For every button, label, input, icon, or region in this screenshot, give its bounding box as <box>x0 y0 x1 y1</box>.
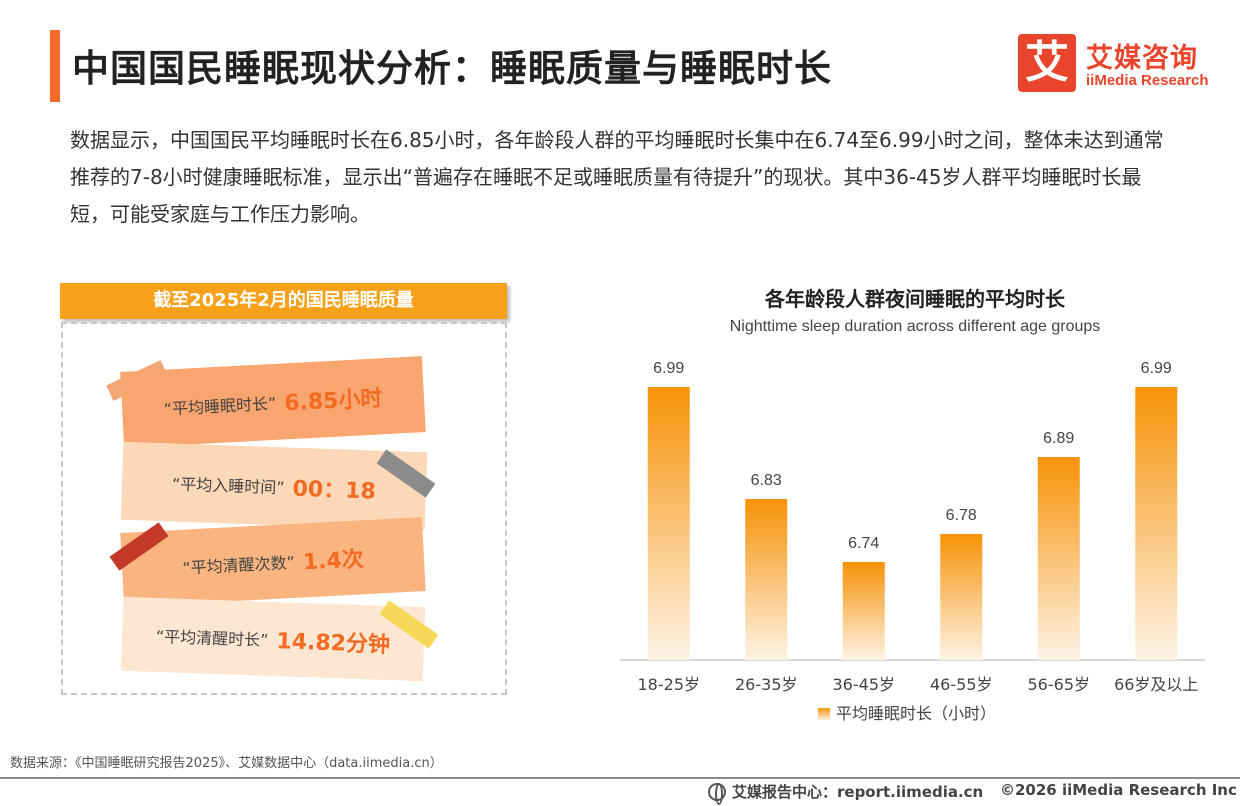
data-label-5: 6.89 <box>1043 430 1074 447</box>
company-logo: 艾 艾媒咨询 iiMedia Research <box>1018 34 1223 94</box>
report-center-text[interactable]: 艾媒报告中心：report.iimedia.cn <box>732 783 984 801</box>
legend-label: 平均睡眠时长（小时） <box>836 704 996 723</box>
logo-cn-text: 艾媒咨询 <box>1086 43 1198 74</box>
chart-title: 各年龄段人群夜间睡眠的平均时长 <box>765 287 1065 311</box>
footer-divider <box>0 777 1240 779</box>
bar-3 <box>842 562 885 660</box>
awake-duration-card: “平均清醒时长” 14.82分钟 <box>120 596 426 682</box>
x-tick-label-3: 36-45岁 <box>833 675 896 694</box>
card-label: “平均入睡时间” <box>171 474 285 498</box>
data-source: 数据来源：《中国睡眠研究报告2025》、艾媒数据中心（data.iimedia.… <box>10 756 443 771</box>
logo-en-text: iiMedia Research <box>1086 72 1209 89</box>
data-label-1: 6.99 <box>653 360 684 377</box>
page-title: 中国国民睡眠现状分析：睡眠质量与睡眠时长 <box>72 47 832 90</box>
intro-paragraph: 数据显示，中国国民平均睡眠时长在6.85小时，各年龄段人群的平均睡眠时长集中在6… <box>70 128 1164 226</box>
card-label: “平均清醒时长” <box>155 626 269 650</box>
bar-6 <box>1135 387 1178 660</box>
bar-2 <box>745 499 788 660</box>
bar-4 <box>940 534 983 660</box>
title-accent-bar <box>50 30 60 102</box>
data-label-3: 6.74 <box>848 535 879 552</box>
card-label: “平均清醒次数” <box>181 552 296 578</box>
card-value: 00：18 <box>292 476 377 505</box>
data-label-2: 6.83 <box>751 472 782 489</box>
copyright: ©2026 iiMedia Research Inc <box>1000 781 1237 799</box>
report-center: 艾媒报告中心：report.iimedia.cn <box>708 781 984 805</box>
logo-mark: 艾 <box>1018 34 1076 92</box>
x-tick-label-5: 56-65岁 <box>1028 675 1091 694</box>
chart-subtitle: Nighttime sleep duration across differen… <box>729 318 1101 335</box>
data-label-4: 6.78 <box>946 507 977 524</box>
card-value: 6.85小时 <box>283 386 384 417</box>
card-value: 14.82分钟 <box>275 629 391 659</box>
sleep-duration-card: “平均睡眠时长” 6.85小时 <box>120 356 426 448</box>
awakenings-card: “平均清醒次数” 1.4次 <box>120 517 426 607</box>
card-value: 1.4次 <box>302 547 365 576</box>
x-tick-label-6: 66岁及以上 <box>1114 675 1198 694</box>
globe-icon <box>708 782 726 805</box>
sleep-duration-bar-chart: 6.99 18-25岁 6.83 26-35岁 6.74 36-45岁 6.78 46-55岁… <box>620 360 1205 723</box>
bar-1 <box>647 387 690 660</box>
sleep-quality-panel <box>61 322 507 695</box>
bar-5 <box>1037 457 1080 660</box>
legend-swatch <box>818 708 830 720</box>
data-label-6: 6.99 <box>1141 360 1172 377</box>
x-tick-label-2: 26-35岁 <box>735 675 798 694</box>
x-tick-label-4: 46-55岁 <box>930 675 993 694</box>
sleep-quality-header: 截至2025年2月的国民睡眠质量 <box>60 283 507 319</box>
x-tick-label-1: 18-25岁 <box>638 675 701 694</box>
card-label: “平均睡眠时长” <box>163 393 277 419</box>
